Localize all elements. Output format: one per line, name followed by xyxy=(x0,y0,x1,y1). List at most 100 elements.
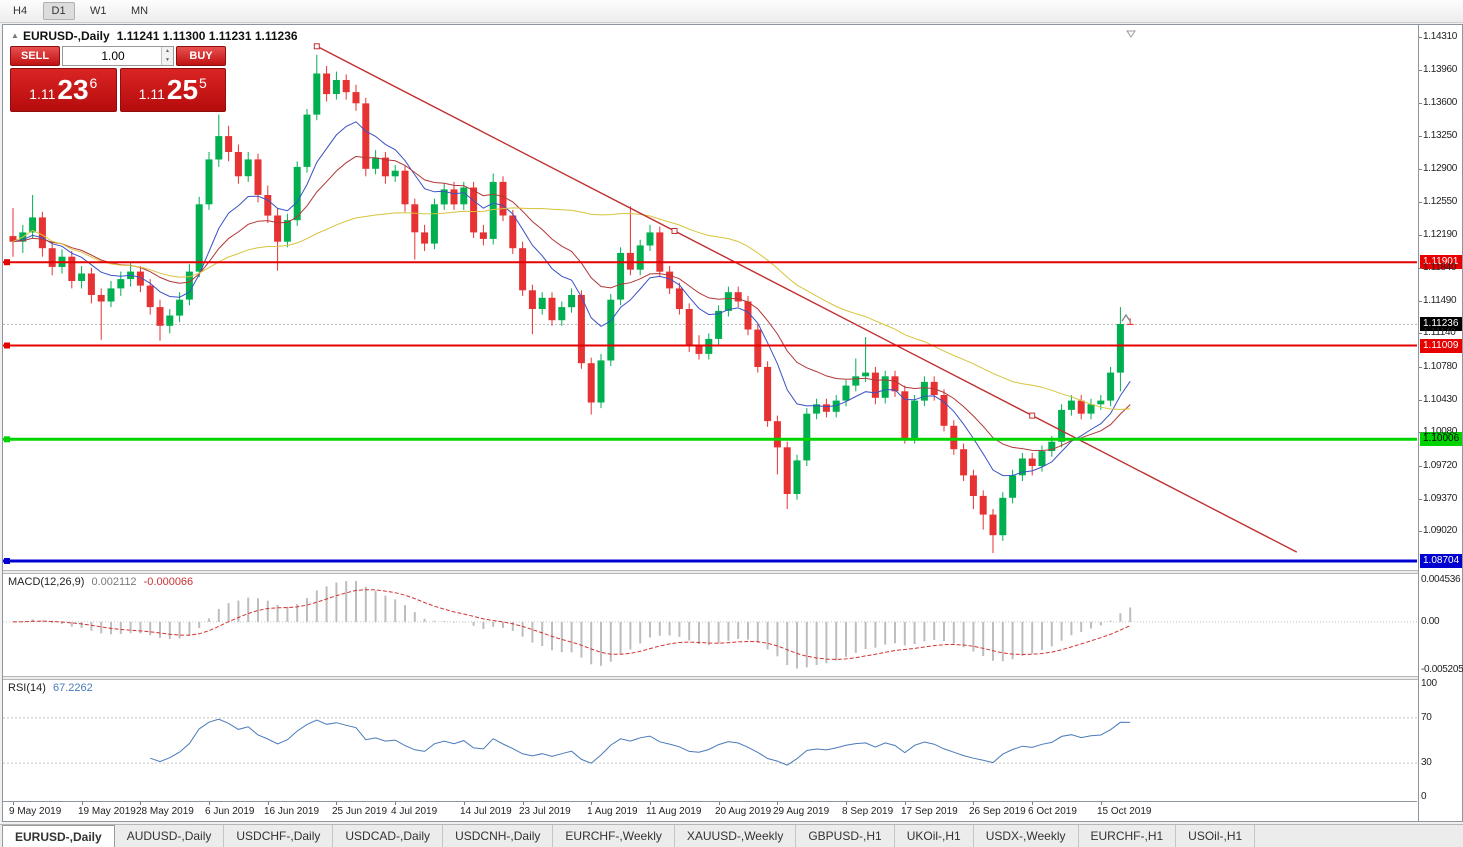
tab-eurusd-daily[interactable]: EURUSD-,Daily xyxy=(2,825,115,847)
price-axis[interactable]: 1.11901 1.11009 1.10006 1.08704 1.11236 1.143… xyxy=(1418,25,1463,821)
price-badge-level: 1.11009 xyxy=(1420,338,1462,353)
price-badge-level: 1.08704 xyxy=(1420,553,1462,568)
macd-histogram xyxy=(12,581,1132,669)
date-axis[interactable]: 9 May 2019 19 May 2019 28 May 2019 6 Jun 20… xyxy=(3,801,1417,820)
rsi-splitter[interactable] xyxy=(3,676,1462,680)
macd-label: MACD(12,26,9) 0.002112 -0.000066 xyxy=(8,576,193,588)
date-axis-label: 8 Sep 2019 xyxy=(842,806,894,817)
rsi-line xyxy=(150,718,1131,766)
price-axis-label: 1.09370 xyxy=(1423,492,1458,504)
sell-button[interactable]: SELL xyxy=(10,46,60,66)
timeframe-mn-button[interactable]: MN xyxy=(122,2,157,20)
price-axis-label: 1.11840 xyxy=(1423,261,1457,273)
buy-button[interactable]: BUY xyxy=(176,46,226,66)
rsi-pane[interactable] xyxy=(3,680,1417,801)
rsi-value: 67.2262 xyxy=(52,682,93,694)
tab-ukoil-h1[interactable]: UKOil-,H1 xyxy=(895,825,974,847)
price-axis-label: 1.10080 xyxy=(1423,426,1458,438)
date-axis-label: 14 Jul 2019 xyxy=(460,806,512,817)
date-axis-label: 15 Oct 2019 xyxy=(1097,806,1152,817)
tab-eurchf-h1[interactable]: EURCHF-,H1 xyxy=(1079,825,1177,847)
ma-mid-line xyxy=(12,155,1131,452)
date-axis-label: 29 Aug 2019 xyxy=(773,806,830,817)
timeframe-h4-button[interactable]: H4 xyxy=(4,2,36,20)
one-click-trading-panel: SELL ▲ ▼ BUY 1.11 23 6 1.11 xyxy=(10,46,226,112)
date-axis-label: 28 May 2019 xyxy=(136,806,194,817)
tab-usdcad-daily[interactable]: USDCAD-,Daily xyxy=(333,825,444,847)
lot-size-field: ▲ ▼ xyxy=(62,46,174,66)
date-axis-label: 23 Jul 2019 xyxy=(519,806,571,817)
date-axis-label: 6 Jun 2019 xyxy=(205,806,255,817)
sell-price-big: 23 xyxy=(57,74,89,105)
macd-splitter[interactable] xyxy=(3,570,1462,574)
one-click-collapse-icon[interactable]: ▲ xyxy=(11,31,19,40)
price-chart[interactable] xyxy=(3,25,1417,570)
price-axis-label: 1.11140 xyxy=(1423,327,1456,339)
date-axis-label: 19 May 2019 xyxy=(78,806,136,817)
sell-price-prefix: 1.11 xyxy=(29,86,56,102)
rsi-axis-label: 30 xyxy=(1421,757,1432,769)
timeframe-d1-button[interactable]: D1 xyxy=(42,2,75,20)
lot-spinner-down-icon[interactable]: ▼ xyxy=(162,56,173,65)
rsi-name: RSI(14) xyxy=(8,682,46,694)
macd-axis-label: -0.005205 xyxy=(1421,663,1463,675)
price-axis-label: 1.12900 xyxy=(1423,162,1458,174)
symbol-tab-bar: EURUSD-,Daily AUDUSD-,Daily USDCHF-,Daily U… xyxy=(0,824,1463,847)
macd-signal-line xyxy=(12,589,1131,660)
timeframe-w1-button[interactable]: W1 xyxy=(81,2,116,20)
chart-symbol: EURUSD-,Daily xyxy=(23,29,110,43)
date-axis-label: 11 Aug 2019 xyxy=(646,806,702,817)
rsi-axis-label: 70 xyxy=(1421,711,1432,723)
candles xyxy=(9,54,1134,553)
date-axis-label: 9 May 2019 xyxy=(9,806,62,817)
macd-axis-label: 0.00 xyxy=(1421,615,1440,627)
price-axis-label: 1.09720 xyxy=(1423,460,1458,472)
date-axis-label: 20 Aug 2019 xyxy=(715,806,772,817)
hline-anchor xyxy=(4,558,10,564)
tab-audusd-daily[interactable]: AUDUSD-,Daily xyxy=(115,825,225,847)
buy-price-pipette: 5 xyxy=(199,74,207,91)
hline-anchor xyxy=(4,259,10,266)
up-arrow-mark xyxy=(1121,313,1131,322)
buy-price-big: 25 xyxy=(166,74,199,105)
price-badge-level: 1.10006 xyxy=(1420,432,1462,447)
tab-usdcnh-daily[interactable]: USDCNH-,Daily xyxy=(443,825,554,847)
date-axis-label: 4 Jul 2019 xyxy=(391,806,438,817)
macd-pane[interactable] xyxy=(3,574,1417,676)
buy-price-tile[interactable]: 1.11 25 5 xyxy=(119,68,226,112)
tab-usdx-weekly[interactable]: USDX-,Weekly xyxy=(974,825,1079,847)
price-axis-label: 1.13960 xyxy=(1423,63,1458,75)
rsi-axis-label: 0 xyxy=(1421,791,1427,802)
buy-price-prefix: 1.11 xyxy=(138,86,165,102)
tab-usoil-h1[interactable]: USOil-,H1 xyxy=(1176,825,1256,847)
date-axis-label: 26 Sep 2019 xyxy=(969,806,1026,817)
date-axis-label: 16 Jun 2019 xyxy=(264,806,320,817)
sell-price-tile[interactable]: 1.11 23 6 xyxy=(10,68,117,112)
price-axis-label: 1.10430 xyxy=(1423,393,1458,405)
tab-gbpusd-h1[interactable]: GBPUSD-,H1 xyxy=(796,825,895,847)
macd-value: 0.002112 xyxy=(91,576,137,588)
lot-spinner: ▲ ▼ xyxy=(161,47,173,65)
timeframe-toolbar: H4 D1 W1 MN xyxy=(0,0,1463,23)
trendline-handle xyxy=(313,43,320,50)
macd-name: MACD(12,26,9) xyxy=(8,576,85,588)
price-axis-label: 1.12550 xyxy=(1423,195,1458,207)
hline-anchor xyxy=(4,342,10,349)
tab-xauusd-weekly[interactable]: XAUUSD-,Weekly xyxy=(675,825,797,847)
price-axis-label: 1.12190 xyxy=(1423,229,1458,241)
lot-size-input[interactable] xyxy=(63,47,173,65)
rsi-label: RSI(14) 67.2262 xyxy=(8,682,93,694)
price-badge-level: 1.11901 xyxy=(1420,255,1462,270)
tab-eurchf-weekly[interactable]: EURCHF-,Weekly xyxy=(553,825,675,847)
sell-price-pipette: 6 xyxy=(89,74,98,91)
trendline-handle xyxy=(1029,412,1036,419)
price-badge-current: 1.11236 xyxy=(1420,317,1462,332)
price-axis-label: 1.09020 xyxy=(1423,525,1458,537)
chart-title: EURUSD-,Daily 1.11241 1.11300 1.11231 1.1… xyxy=(23,29,298,43)
date-axis-label: 1 Aug 2019 xyxy=(587,806,638,817)
chart-shift-marker xyxy=(1126,30,1136,38)
lot-spinner-up-icon[interactable]: ▲ xyxy=(162,47,173,56)
tab-usdchf-daily[interactable]: USDCHF-,Daily xyxy=(224,825,334,847)
macd-axis-label: 0.004536 xyxy=(1421,574,1461,585)
price-axis-label: 1.14310 xyxy=(1423,31,1458,42)
